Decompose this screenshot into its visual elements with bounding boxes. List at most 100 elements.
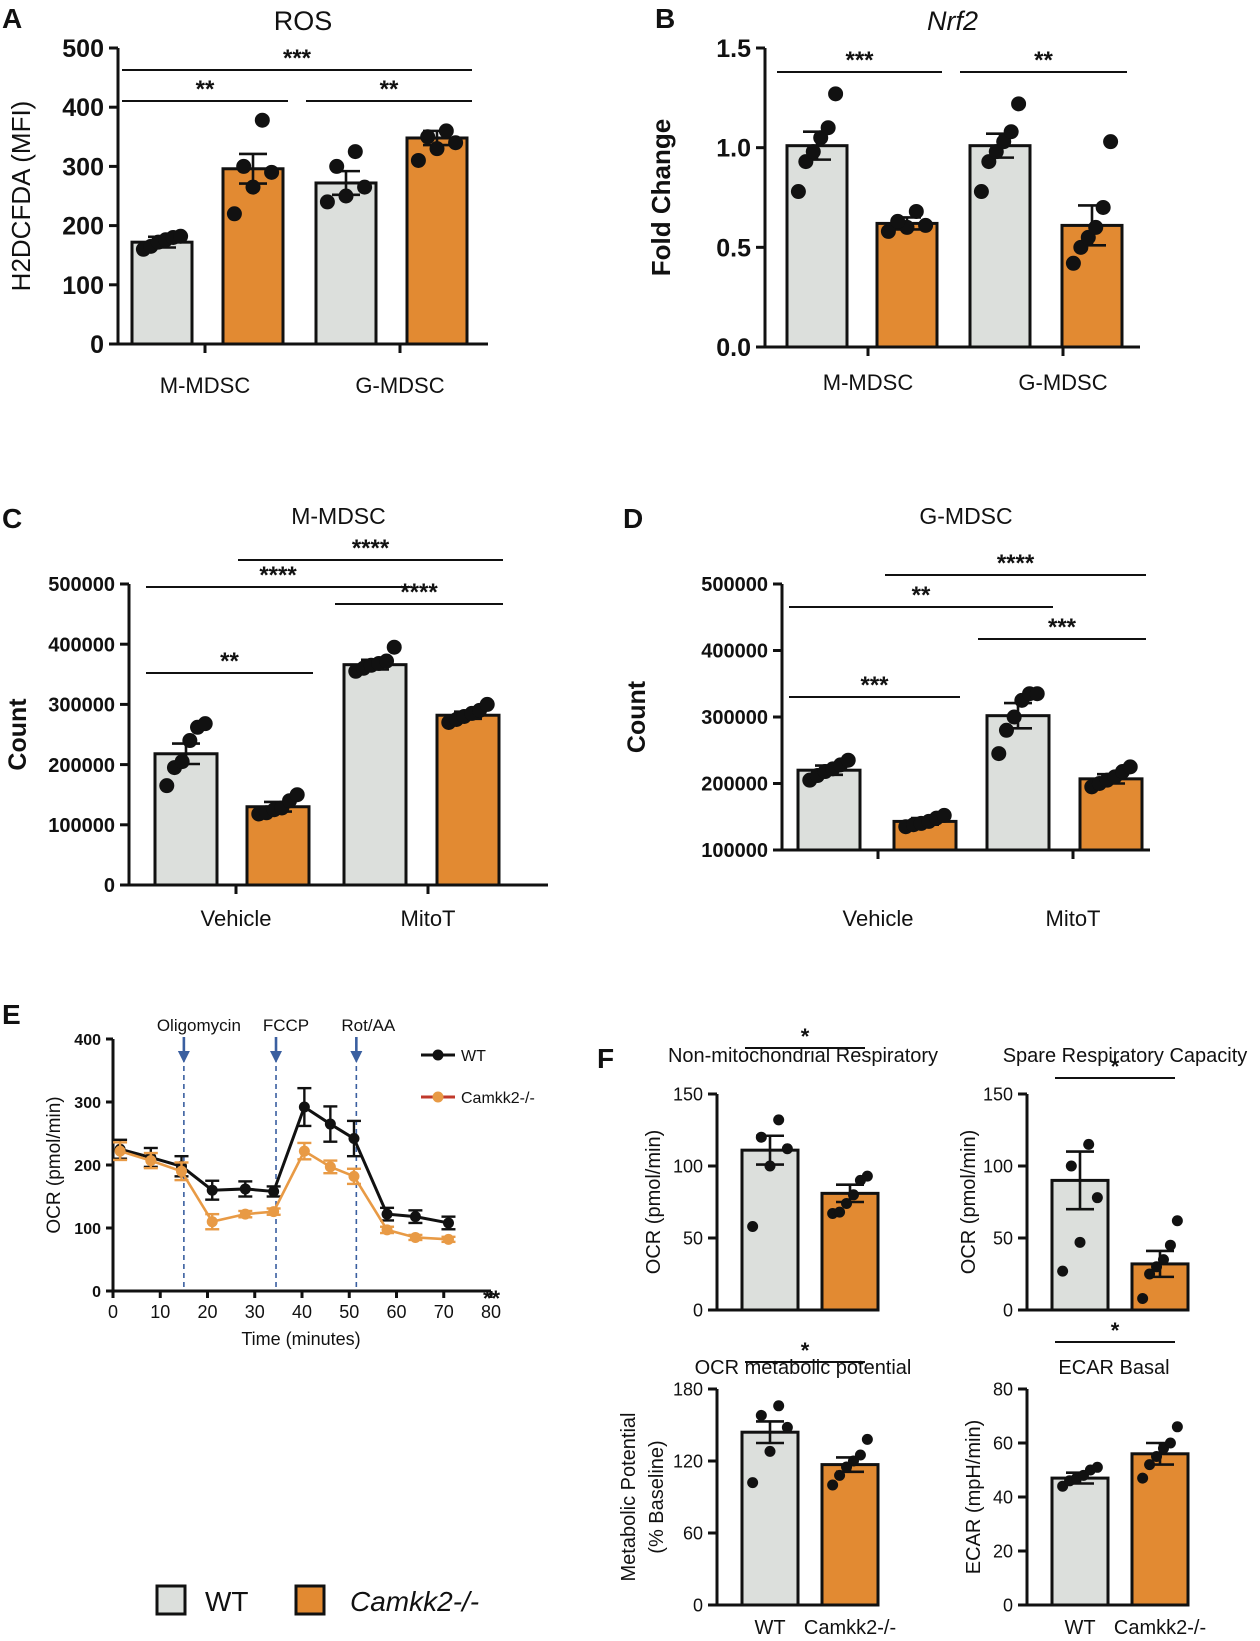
data-point	[918, 217, 934, 233]
panel-F3: OCR metabolic potential060120180Metaboli…	[618, 1338, 911, 1639]
y-tick-label: 60	[683, 1523, 703, 1543]
y-tick-label: 180	[673, 1379, 703, 1399]
y-tick-label: 20	[993, 1541, 1013, 1561]
bar	[985, 714, 1051, 852]
y-tick-label: 1.5	[716, 35, 751, 63]
y-tick-label: 0	[693, 1595, 703, 1615]
data-point	[206, 1216, 218, 1228]
x-category-label: M-MDSC	[160, 373, 251, 398]
data-point	[338, 188, 354, 204]
legend-swatch-camkk2	[294, 1584, 326, 1616]
y-tick-label: 0	[1003, 1300, 1013, 1320]
x-category-label: MitoT	[401, 906, 456, 931]
data-point	[174, 754, 190, 770]
bar	[130, 240, 194, 346]
x-category-label: M-MDSC	[823, 370, 914, 395]
data-point	[936, 807, 952, 823]
panel-C: C M-MDSC 0 100000 200000 300000 400000 500000 Co…	[2, 503, 548, 931]
x-axis-label: Time (minutes)	[241, 1329, 360, 1349]
data-point	[176, 1165, 188, 1177]
data-point	[206, 1184, 218, 1196]
significance-label: *	[801, 1024, 810, 1049]
significance-label: **	[196, 76, 215, 103]
bar	[875, 221, 939, 349]
chart-title: M-MDSC	[291, 503, 386, 529]
panel-F1: F Non-mitochondrial Respiratory 0 50 100 150 O…	[597, 1024, 938, 1320]
y-tick-label: 200000	[701, 774, 768, 796]
significance-label: **	[220, 648, 239, 675]
data-point	[755, 1131, 767, 1143]
bar	[405, 136, 469, 346]
data-point	[245, 179, 261, 195]
bar	[968, 144, 1032, 349]
panel-A: A ROS 0 100 200 300 400 500 H2DCFDA (MFI) M-MDSC G…	[2, 3, 488, 398]
y-tick-label: 300	[74, 1095, 101, 1112]
panel-F4: ECAR Basal 0 20 40 60 80 ECAR (mpH/min) WT Camkk…	[963, 1318, 1206, 1639]
y-tick-label: 0	[1003, 1595, 1013, 1615]
data-point	[781, 1421, 793, 1433]
data-point	[448, 135, 464, 151]
chart-title: G-MDSC	[919, 503, 1012, 529]
significance-label: ****	[352, 535, 390, 562]
data-point	[773, 1114, 785, 1126]
y-axis-label: OCR (pmol/min)	[643, 1130, 665, 1274]
panel-label-E: E	[2, 999, 21, 1030]
x-category-label: WT	[754, 1617, 785, 1639]
panel-label-C: C	[2, 503, 22, 534]
significance-label: ***	[283, 45, 312, 72]
data-point	[173, 228, 189, 244]
data-point	[908, 203, 924, 219]
data-point	[409, 1211, 421, 1223]
y-axis-label: OCR (pmol/min)	[958, 1130, 980, 1274]
y-tick-label: 80	[993, 1379, 1013, 1399]
injection-arrow-head	[177, 1051, 190, 1063]
data-point	[1164, 1239, 1176, 1251]
legend-marker-wt	[432, 1049, 444, 1061]
data-point	[357, 179, 373, 195]
panel-D: D G-MDSC 100000 200000 300000 400000 500000 Cou…	[623, 503, 1150, 931]
x-tick-label: 50	[339, 1302, 359, 1322]
panel-label-A: A	[2, 3, 22, 34]
data-point	[991, 746, 1007, 762]
data-point	[764, 1445, 776, 1457]
data-point	[324, 1118, 336, 1130]
data-point	[1151, 1451, 1163, 1462]
panel-label-D: D	[623, 503, 643, 534]
panel-F2: Spare Respiratory Capacity 0 50 100 150 OCR (…	[958, 1045, 1247, 1320]
data-point	[442, 1233, 454, 1245]
bar	[1050, 1476, 1110, 1607]
injection-label: Oligomycin	[157, 1016, 241, 1035]
data-point	[1003, 124, 1019, 140]
panel-label-B: B	[655, 3, 675, 34]
y-tick-label: 100	[62, 272, 104, 300]
chart-title: Non-mitochondrial Respiratory	[668, 1045, 938, 1067]
data-point	[239, 1208, 251, 1220]
data-point	[1151, 1261, 1163, 1273]
data-point	[861, 1433, 873, 1445]
significance-label: **	[483, 1286, 501, 1311]
data-point	[329, 158, 345, 174]
data-point	[805, 144, 821, 160]
y-tick-label: 100000	[48, 815, 115, 837]
y-tick-label: 500	[62, 35, 104, 63]
data-point	[861, 1170, 873, 1182]
data-point	[840, 752, 856, 768]
y-tick-label: 100	[673, 1156, 703, 1176]
data-point	[1095, 199, 1111, 215]
data-point	[828, 86, 844, 102]
chart-title: Nrf2	[927, 6, 978, 36]
injection-arrow-head	[350, 1051, 363, 1063]
x-tick-label: 40	[292, 1302, 312, 1322]
data-point	[998, 722, 1014, 738]
significance-label: *	[801, 1338, 810, 1363]
data-point	[1088, 219, 1104, 235]
data-point	[1144, 1459, 1156, 1471]
bar	[740, 1430, 800, 1607]
data-point	[1137, 1292, 1149, 1304]
data-point	[236, 158, 252, 174]
panel-B: B Nrf2 0.0 0.5 1.0 1.5 Fold Change M-MDSC G-MDSC…	[646, 3, 1140, 395]
significance-label: ****	[259, 562, 297, 589]
injection-label: Rot/AA	[341, 1016, 396, 1035]
y-tick-label: 0	[693, 1300, 703, 1320]
data-point	[409, 1231, 421, 1243]
